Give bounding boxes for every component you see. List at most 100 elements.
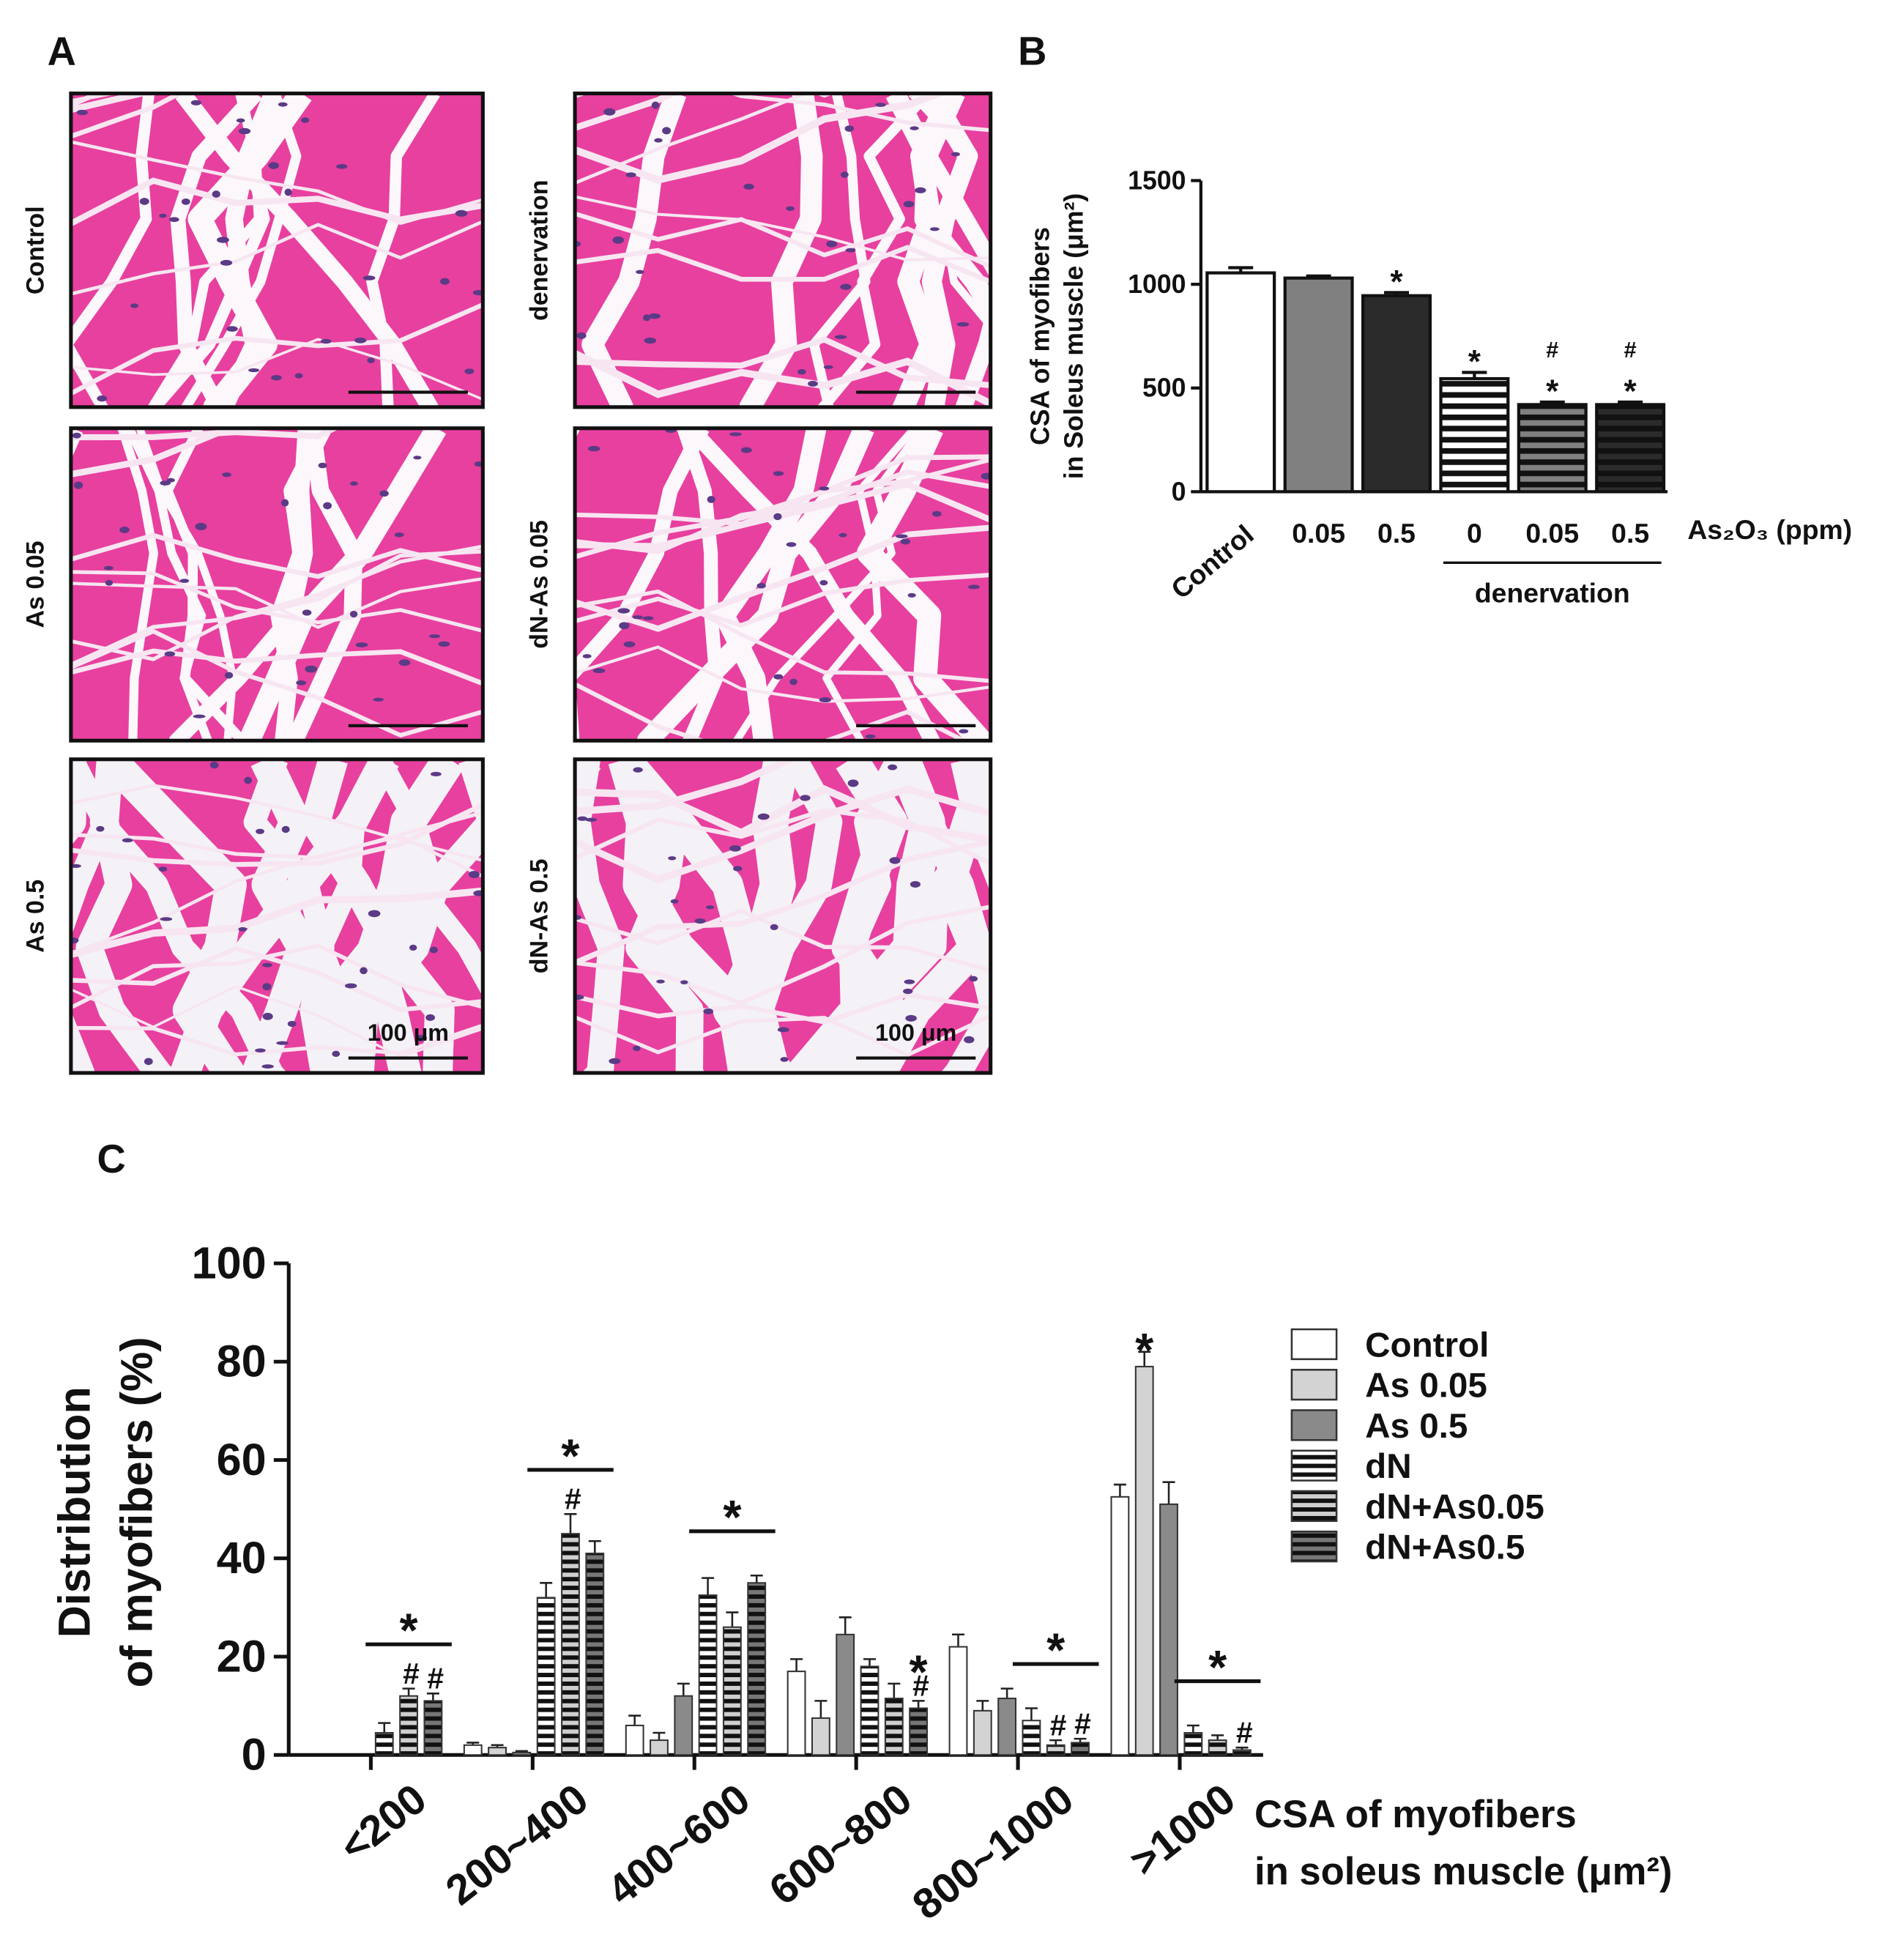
nucleus <box>875 103 886 107</box>
nucleus <box>368 910 381 918</box>
nucleus <box>773 513 782 521</box>
nucleus <box>797 368 806 375</box>
nucleus <box>236 118 245 123</box>
bar <box>997 1698 1017 1756</box>
nucleus <box>468 871 480 878</box>
significance-star: * <box>1468 344 1481 380</box>
y-tick-label: 60 <box>217 1435 267 1485</box>
fiber-border <box>70 532 483 579</box>
nucleus <box>158 866 168 872</box>
significance-hash: # <box>403 1657 420 1690</box>
nucleus <box>729 432 742 436</box>
nucleus <box>603 108 616 116</box>
fiber-border <box>575 908 991 973</box>
nucleus <box>130 303 139 308</box>
nucleus <box>905 1014 917 1022</box>
nucleus <box>896 534 908 538</box>
bar <box>1361 294 1432 494</box>
image-label: denervation <box>526 179 554 321</box>
nucleus <box>706 905 715 910</box>
bar <box>747 1582 767 1756</box>
nucleus <box>271 375 282 381</box>
fiber-border <box>70 784 483 862</box>
y-tick-label: 80 <box>217 1337 267 1386</box>
nucleus <box>160 480 171 486</box>
fiber-border <box>575 93 991 133</box>
fiber-border <box>70 177 483 226</box>
nucleus <box>670 899 679 904</box>
micrograph <box>575 759 991 1073</box>
scale-bar-label: 100 μm <box>368 1019 449 1046</box>
nucleus <box>819 486 830 491</box>
y-tick-label: 500 <box>1142 374 1186 403</box>
nucleus <box>281 499 289 507</box>
nucleus <box>248 368 260 373</box>
fiber-border <box>575 336 991 389</box>
nucleus <box>743 183 754 190</box>
nucleus <box>300 117 310 123</box>
x-axis-label: in soleus muscle (μm²) <box>1254 1850 1673 1893</box>
bar <box>650 1739 669 1756</box>
nucleus <box>332 1050 341 1058</box>
fiber-border <box>575 469 991 554</box>
x-tick-label: 0.05 <box>1292 518 1345 549</box>
nucleus <box>323 502 332 510</box>
nucleus <box>354 337 367 343</box>
fiber-border <box>70 887 483 959</box>
image-label: As 0.5 <box>21 880 49 953</box>
fiber-border <box>70 628 483 738</box>
nucleus <box>103 565 114 571</box>
x-axis-label: As₂O₃ (ppm) <box>1687 514 1852 545</box>
micrograph-frame <box>573 92 993 409</box>
significance-star: * <box>561 1430 580 1482</box>
nucleus <box>904 979 915 984</box>
bar <box>1517 403 1588 494</box>
bar <box>463 1744 483 1756</box>
fiber-border <box>70 834 483 956</box>
nucleus <box>964 1036 975 1044</box>
nucleus <box>164 651 176 657</box>
connective-tissue <box>99 759 247 1073</box>
nucleus <box>415 1034 428 1041</box>
significance-star: * <box>723 1491 742 1544</box>
legend-swatch <box>1290 1490 1338 1523</box>
fiber-border <box>575 93 810 185</box>
x-axis-label: CSA of myofibers <box>1254 1793 1577 1836</box>
nucleus <box>907 592 916 598</box>
significance-star: * <box>1046 1624 1066 1676</box>
connective-tissue <box>357 759 464 1073</box>
nucleus <box>474 461 483 467</box>
fiber-border <box>575 350 991 407</box>
bar <box>836 1633 855 1756</box>
y-axis-label: CSA of myofibers <box>1026 227 1055 445</box>
image-label: dN-As 0.5 <box>526 859 554 974</box>
nucleus <box>281 825 290 833</box>
nucleus <box>576 332 587 339</box>
bar <box>1134 1365 1154 1756</box>
fiber-border <box>70 549 483 667</box>
bar <box>884 1698 904 1756</box>
nucleus <box>119 527 130 534</box>
nucleus <box>181 198 190 205</box>
nucleus <box>838 532 847 538</box>
nucleus <box>139 198 149 205</box>
connective-tissue <box>238 428 447 741</box>
nucleus <box>238 926 248 932</box>
nucleus <box>623 641 636 647</box>
connective-tissue <box>149 93 301 407</box>
y-axis-label: in Soleus muscle (μm²) <box>1059 193 1088 480</box>
significance-hash: # <box>565 1482 581 1516</box>
connective-tissue <box>856 428 991 741</box>
nucleus <box>224 672 234 679</box>
nucleus <box>398 659 411 666</box>
nucleus <box>633 1045 641 1052</box>
bar <box>1022 1720 1041 1756</box>
fiber-border <box>70 943 483 1010</box>
nucleus <box>262 962 272 967</box>
nucleus <box>900 538 911 545</box>
fiber-border <box>70 428 341 441</box>
nucleus <box>367 357 375 363</box>
nucleus <box>612 236 624 244</box>
fiber-border <box>70 338 483 401</box>
